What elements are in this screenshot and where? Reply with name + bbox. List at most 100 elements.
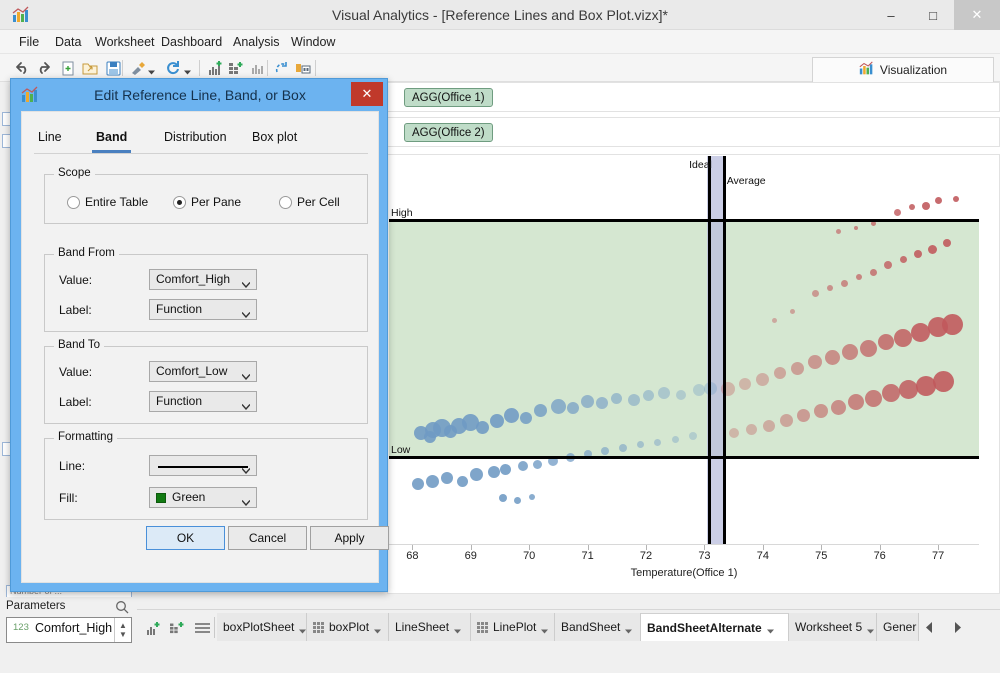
scatter-point[interactable] <box>865 390 883 407</box>
scatter-point[interactable] <box>462 414 480 432</box>
swap-axes-icon[interactable] <box>272 58 292 78</box>
sheet-tab-boxplotsheet[interactable]: boxPlotSheet <box>217 613 307 641</box>
scatter-point[interactable] <box>636 441 644 449</box>
scatter-point[interactable] <box>550 398 566 414</box>
line-style-select[interactable] <box>149 455 257 476</box>
radio-per-pane[interactable] <box>173 196 186 209</box>
tab-distribution[interactable]: Distribution <box>164 130 227 144</box>
scatter-point[interactable] <box>529 493 536 500</box>
pill-agg-office-2[interactable]: AGG(Office 2) <box>404 123 493 142</box>
scatter-point[interactable] <box>856 274 863 281</box>
show-me-icon[interactable] <box>247 58 267 78</box>
scatter-point[interactable] <box>762 419 775 432</box>
tab-line[interactable]: Line <box>38 130 62 144</box>
scatter-point[interactable] <box>827 284 834 291</box>
scatter-point[interactable] <box>934 197 942 205</box>
scatter-point[interactable] <box>811 290 819 298</box>
scatter-point[interactable] <box>756 372 770 386</box>
scatter-point[interactable] <box>789 308 795 314</box>
band-from-value-select[interactable]: Comfort_High <box>149 269 257 290</box>
pill-agg-office-1[interactable]: AGG(Office 1) <box>404 88 493 107</box>
scatter-point[interactable] <box>739 378 752 391</box>
scatter-point[interactable] <box>688 432 697 441</box>
close-icon[interactable]: ✕ <box>351 82 383 106</box>
scatter-point[interactable] <box>791 362 805 376</box>
scatter-point[interactable] <box>831 399 847 415</box>
scatter-point[interactable] <box>922 201 931 210</box>
scatter-point[interactable] <box>797 409 811 423</box>
scatter-plot[interactable]: High Low Average Ideal <box>389 156 979 544</box>
redo-icon[interactable] <box>34 58 54 78</box>
menu-analysis[interactable]: Analysis <box>233 35 280 49</box>
scatter-point[interactable] <box>618 443 627 452</box>
tab-nav-next-icon[interactable] <box>949 620 965 635</box>
scatter-point[interactable] <box>412 477 425 490</box>
scatter-point[interactable] <box>859 339 877 357</box>
scatter-point[interactable] <box>913 249 922 258</box>
chevron-down-icon[interactable] <box>867 624 875 633</box>
new-dashboard-icon[interactable] <box>226 58 246 78</box>
reference-line-average[interactable] <box>722 156 726 544</box>
radio-per-cell[interactable] <box>279 196 292 209</box>
band-to-value-select[interactable]: Comfort_Low <box>149 361 257 382</box>
chart-canvas[interactable]: High Low Average Ideal 68 69 70 71 72 73 74 75 76 77… <box>387 154 1000 594</box>
quantity-stepper[interactable]: ▲ ▼ <box>114 618 131 642</box>
parameter-comfort-high[interactable]: 123 Comfort_High ▲ ▼ <box>6 617 132 643</box>
fill-color-select[interactable]: Green <box>149 487 257 508</box>
scatter-point[interactable] <box>774 367 787 380</box>
scatter-point[interactable] <box>601 446 610 455</box>
new-worksheet-icon[interactable] <box>205 58 225 78</box>
stepper-down-icon[interactable]: ▼ <box>119 630 127 639</box>
cancel-button[interactable]: Cancel <box>228 526 307 550</box>
scatter-point[interactable] <box>870 268 878 276</box>
scatter-point[interactable] <box>952 195 959 202</box>
scatter-point[interactable] <box>745 424 757 436</box>
close-window-button[interactable]: ✕ <box>954 0 1000 30</box>
reference-line-ideal[interactable] <box>708 156 712 544</box>
new-story-icon[interactable] <box>192 618 213 637</box>
new-dashboard-icon[interactable] <box>167 618 188 637</box>
scatter-point[interactable] <box>933 371 955 393</box>
scatter-point[interactable] <box>671 435 679 443</box>
scatter-point[interactable] <box>908 204 915 211</box>
chevron-down-icon[interactable] <box>766 624 774 634</box>
scatter-point[interactable] <box>728 428 739 439</box>
scatter-point[interactable] <box>894 328 913 347</box>
scatter-point[interactable] <box>643 390 655 402</box>
sheet-tab-boxplot[interactable]: boxPlot <box>307 613 389 641</box>
scatter-point[interactable] <box>611 393 623 404</box>
tab-nav-prev-icon[interactable] <box>921 620 937 635</box>
scatter-point[interactable] <box>426 474 440 488</box>
scatter-point[interactable] <box>772 318 778 324</box>
duplicate-icon[interactable] <box>293 58 313 78</box>
scatter-point[interactable] <box>814 404 829 419</box>
scatter-point[interactable] <box>533 459 543 469</box>
apply-button[interactable]: Apply <box>310 526 389 550</box>
band-from-label-select[interactable]: Function <box>149 299 257 320</box>
scatter-point[interactable] <box>504 408 520 424</box>
scatter-point[interactable] <box>547 455 558 466</box>
scatter-point[interactable] <box>842 343 859 360</box>
menu-file[interactable]: File <box>19 35 40 49</box>
menu-worksheet[interactable]: Worksheet <box>95 35 155 49</box>
scatter-point[interactable] <box>871 221 877 227</box>
scatter-point[interactable] <box>877 334 894 351</box>
scatter-point[interactable] <box>520 411 533 424</box>
chevron-down-icon[interactable] <box>625 624 633 633</box>
scatter-point[interactable] <box>911 323 931 343</box>
scatter-point[interactable] <box>899 256 907 264</box>
scatter-point[interactable] <box>583 449 592 458</box>
ok-button[interactable]: OK <box>146 526 225 550</box>
edit-reference-line-dialog[interactable]: Edit Reference Line, Band, or Box ✕ Line… <box>10 78 389 592</box>
new-sheet-icon[interactable] <box>58 58 78 78</box>
menu-window[interactable]: Window <box>291 35 336 49</box>
rows-shelf-2[interactable]: AGG(Office 2) <box>387 117 1000 147</box>
scatter-point[interactable] <box>657 386 670 399</box>
open-folder-icon[interactable] <box>80 58 100 78</box>
scatter-point[interactable] <box>518 461 529 472</box>
scatter-point[interactable] <box>514 497 521 505</box>
sheet-tab-bandsheet[interactable]: BandSheet <box>555 613 641 641</box>
scatter-point[interactable] <box>848 394 865 411</box>
sheet-tab-linesheet[interactable]: LineSheet <box>389 613 471 641</box>
scatter-point[interactable] <box>676 389 687 400</box>
